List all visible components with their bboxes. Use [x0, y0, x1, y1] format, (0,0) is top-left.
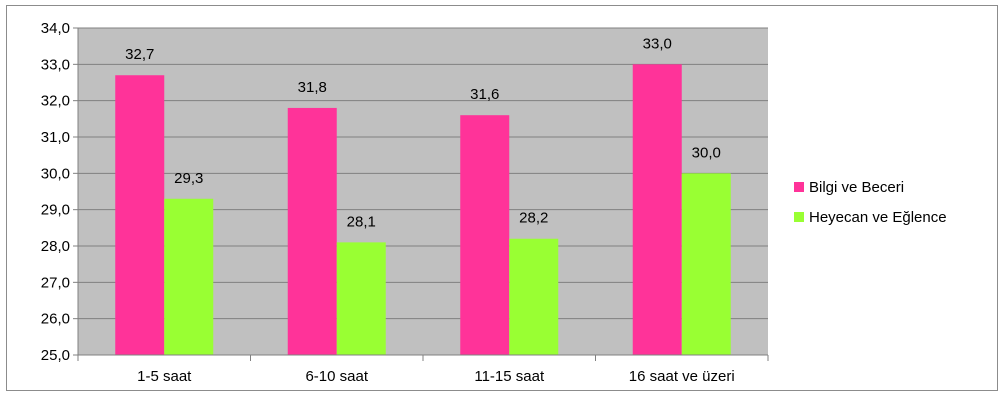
y-tick-label: 34,0	[41, 20, 70, 37]
data-label: 31,8	[298, 79, 327, 96]
y-tick-label: 29,0	[41, 202, 70, 219]
data-label: 28,1	[347, 213, 376, 230]
bar	[115, 75, 165, 355]
legend-swatch	[794, 182, 804, 192]
bar	[336, 242, 386, 355]
legend-label: Bilgi ve Beceri	[809, 179, 904, 196]
y-tick-label: 27,0	[41, 274, 70, 291]
data-label: 30,0	[692, 144, 721, 161]
data-label: 32,7	[125, 46, 154, 63]
x-tick-label: 6-10 saat	[305, 368, 368, 385]
data-label: 29,3	[174, 170, 203, 187]
y-tick-label: 26,0	[41, 311, 70, 328]
data-label: 31,6	[470, 86, 499, 103]
x-tick-label: 11-15 saat	[474, 368, 545, 385]
bar	[460, 115, 510, 355]
bar	[681, 173, 731, 355]
bar	[287, 107, 337, 355]
bar	[164, 198, 214, 355]
y-tick-label: 30,0	[41, 165, 70, 182]
bar	[632, 64, 682, 355]
data-label: 28,2	[519, 210, 548, 227]
legend-swatch	[794, 212, 804, 222]
y-tick-label: 33,0	[41, 56, 70, 73]
y-tick-label: 28,0	[41, 238, 70, 255]
y-tick-label: 32,0	[41, 93, 70, 110]
data-label: 33,0	[643, 35, 672, 52]
y-tick-label: 31,0	[41, 129, 70, 146]
bar	[509, 238, 559, 355]
x-tick-label: 16 saat ve üzeri	[629, 368, 735, 385]
y-tick-label: 25,0	[41, 347, 70, 364]
legend-label: Heyecan ve Eğlence	[809, 209, 947, 226]
x-tick-label: 1-5 saat	[137, 368, 192, 385]
